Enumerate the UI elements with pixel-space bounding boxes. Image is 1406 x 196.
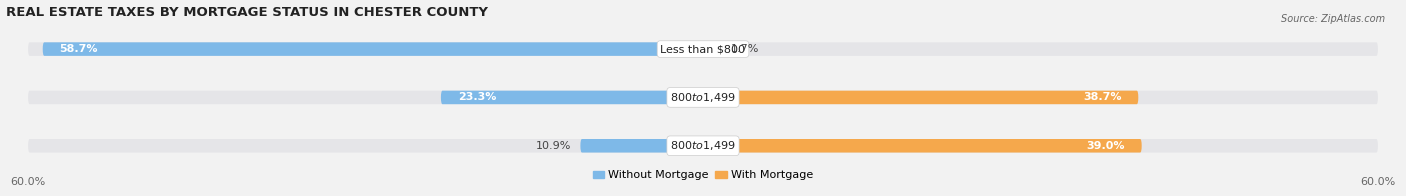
FancyBboxPatch shape <box>581 139 703 152</box>
Text: 38.7%: 38.7% <box>1083 93 1122 103</box>
FancyBboxPatch shape <box>28 91 1378 104</box>
FancyBboxPatch shape <box>703 139 1142 152</box>
Text: 58.7%: 58.7% <box>59 44 98 54</box>
Text: REAL ESTATE TAXES BY MORTGAGE STATUS IN CHESTER COUNTY: REAL ESTATE TAXES BY MORTGAGE STATUS IN … <box>6 5 488 19</box>
FancyBboxPatch shape <box>703 91 1139 104</box>
Text: 10.9%: 10.9% <box>536 141 571 151</box>
Text: 39.0%: 39.0% <box>1087 141 1125 151</box>
FancyBboxPatch shape <box>42 42 703 56</box>
Text: 23.3%: 23.3% <box>458 93 496 103</box>
FancyBboxPatch shape <box>28 42 1378 56</box>
Text: $800 to $1,499: $800 to $1,499 <box>671 91 735 104</box>
FancyBboxPatch shape <box>441 91 703 104</box>
Text: 1.7%: 1.7% <box>731 44 759 54</box>
Legend: Without Mortgage, With Mortgage: Without Mortgage, With Mortgage <box>588 166 818 185</box>
FancyBboxPatch shape <box>703 42 723 56</box>
FancyBboxPatch shape <box>28 139 1378 152</box>
Text: $800 to $1,499: $800 to $1,499 <box>671 139 735 152</box>
Text: Source: ZipAtlas.com: Source: ZipAtlas.com <box>1281 14 1385 24</box>
Text: Less than $800: Less than $800 <box>661 44 745 54</box>
